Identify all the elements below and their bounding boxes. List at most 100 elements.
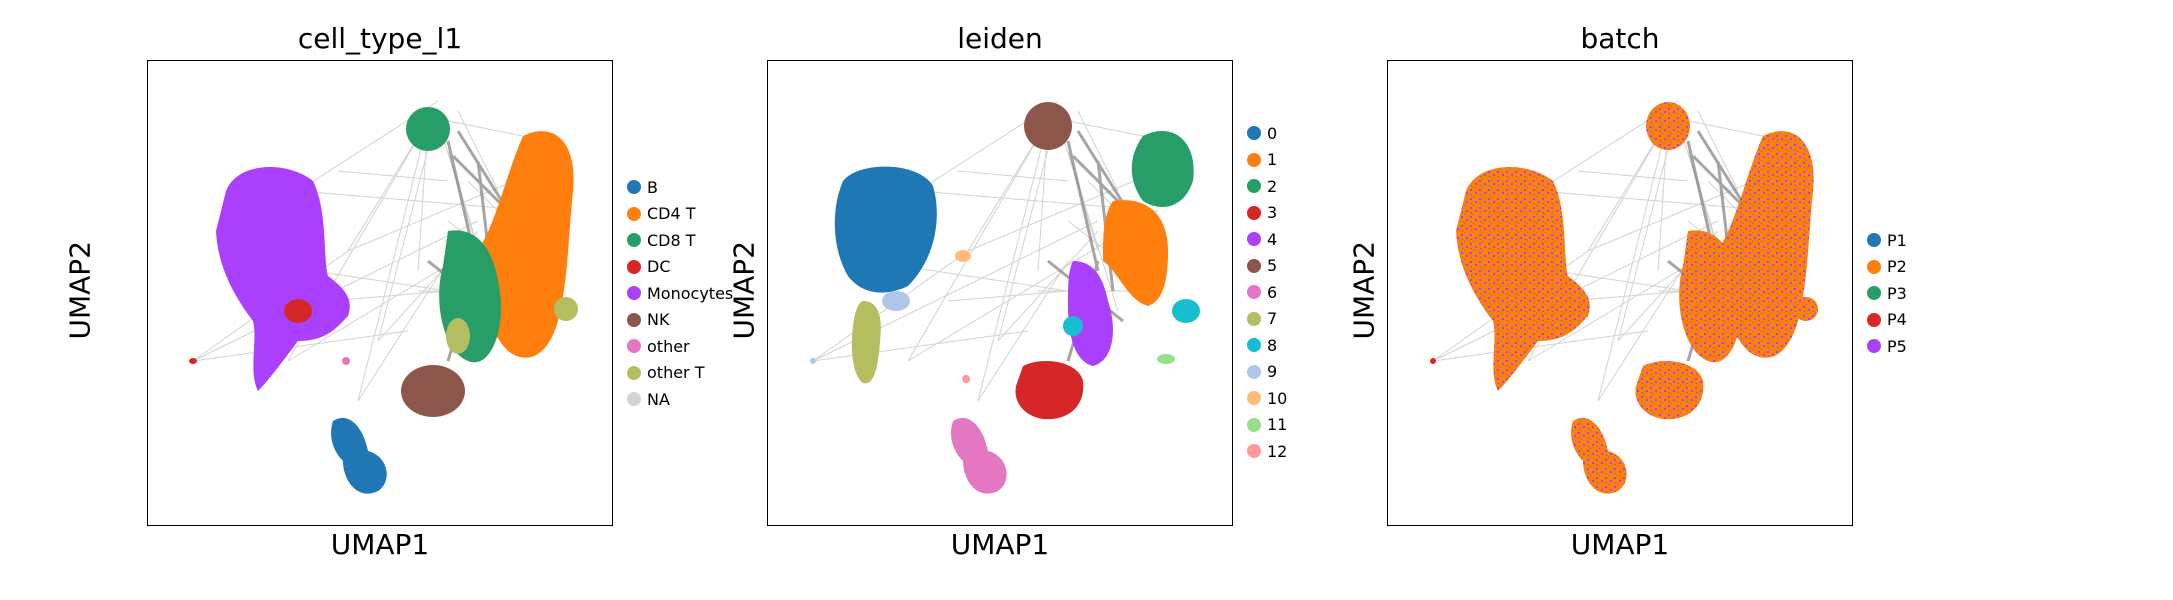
legend-item: CD4 T bbox=[627, 201, 733, 228]
cluster-lower bbox=[1635, 361, 1704, 420]
legend-marker bbox=[1247, 391, 1261, 406]
cluster-dc bbox=[284, 299, 312, 323]
legend-item: P2 bbox=[1867, 254, 1907, 281]
cluster-9 bbox=[882, 291, 910, 311]
legend-label: CD8 T bbox=[647, 230, 696, 250]
legend-marker bbox=[627, 392, 641, 407]
umap-scatter bbox=[189, 100, 578, 494]
legend: B CD4 T CD8 T DC Monocytes NK other othe… bbox=[627, 174, 733, 413]
legend-marker bbox=[1867, 339, 1881, 354]
legend-marker bbox=[1247, 232, 1261, 247]
legend-marker bbox=[1247, 338, 1261, 353]
legend-marker bbox=[627, 339, 641, 354]
legend-marker bbox=[627, 259, 641, 274]
legend-marker bbox=[1867, 259, 1881, 274]
legend-item: 10 bbox=[1247, 385, 1287, 412]
legend-label: P3 bbox=[1887, 283, 1907, 303]
panel-cell-type: cell_type_l1 UMAP1 UMAP2 B CD4 T CD8 T bbox=[0, 0, 734, 600]
cluster-5 bbox=[1024, 102, 1072, 150]
legend-item: CD8 T bbox=[627, 227, 733, 254]
legend-item: 1 bbox=[1247, 147, 1287, 174]
y-axis-label: UMAP2 bbox=[63, 240, 97, 340]
cluster-7 bbox=[851, 301, 881, 384]
chart-title: leiden bbox=[957, 22, 1043, 55]
cluster-tail bbox=[1430, 358, 1436, 364]
legend-label: 7 bbox=[1267, 309, 1278, 329]
cluster-2 bbox=[1131, 131, 1194, 207]
cluster-b bbox=[331, 417, 387, 494]
legend-item: B bbox=[627, 174, 733, 201]
y-axis-label: UMAP2 bbox=[1347, 240, 1381, 340]
legend-marker bbox=[627, 312, 641, 327]
cluster-cd8t-top bbox=[406, 107, 450, 151]
legend-item: other bbox=[627, 333, 733, 360]
legend-label: Monocytes bbox=[647, 283, 734, 303]
legend-marker bbox=[627, 180, 641, 195]
legend-marker bbox=[627, 233, 641, 248]
legend-label: P2 bbox=[1887, 257, 1907, 277]
x-axis-label: UMAP1 bbox=[950, 528, 1050, 561]
legend-label: 10 bbox=[1267, 388, 1288, 408]
legend-label: 12 bbox=[1267, 441, 1288, 461]
cluster-other-t-2 bbox=[446, 318, 470, 354]
cluster-3 bbox=[1015, 361, 1084, 420]
legend-item: 12 bbox=[1247, 438, 1287, 465]
plot-frame bbox=[147, 60, 613, 526]
legend-item: P5 bbox=[1867, 333, 1907, 360]
legend-item: 9 bbox=[1247, 359, 1287, 386]
legend-item: other T bbox=[627, 360, 733, 387]
cluster-nk bbox=[401, 365, 465, 417]
legend-label: P5 bbox=[1887, 336, 1907, 356]
y-axis-label: UMAP2 bbox=[727, 240, 761, 340]
legend-marker bbox=[627, 286, 641, 301]
cluster-bottom bbox=[1571, 417, 1627, 494]
x-axis-label: UMAP1 bbox=[1570, 528, 1670, 561]
legend-marker bbox=[1247, 205, 1261, 220]
legend-marker bbox=[1247, 311, 1261, 326]
legend-item: 2 bbox=[1247, 173, 1287, 200]
cluster-1 bbox=[1103, 200, 1168, 306]
cluster-9-tail bbox=[810, 358, 816, 364]
panel-batch: batch bbox=[1240, 0, 1940, 600]
legend-item: P3 bbox=[1867, 280, 1907, 307]
cluster-small bbox=[1794, 297, 1818, 321]
legend-item: 7 bbox=[1247, 306, 1287, 333]
cluster-8-2 bbox=[1063, 316, 1083, 336]
legend-item: 4 bbox=[1247, 226, 1287, 253]
legend-label: NA bbox=[647, 389, 670, 409]
chart-title: cell_type_l1 bbox=[297, 22, 463, 55]
legend-marker bbox=[1247, 364, 1261, 379]
legend-marker bbox=[1247, 152, 1261, 167]
legend-label: other bbox=[647, 336, 690, 356]
cluster-8 bbox=[1172, 299, 1200, 323]
plot-frame bbox=[767, 60, 1233, 526]
legend-item: 0 bbox=[1247, 120, 1287, 147]
legend-label: B bbox=[647, 177, 658, 197]
legend-marker bbox=[627, 365, 641, 380]
legend-label: 3 bbox=[1267, 203, 1278, 223]
cluster-11 bbox=[1157, 354, 1175, 364]
legend-item: 8 bbox=[1247, 332, 1287, 359]
legend-item: NK bbox=[627, 307, 733, 334]
umap-scatter bbox=[810, 100, 1200, 494]
legend-item: NA bbox=[627, 386, 733, 413]
legend-marker bbox=[1247, 417, 1261, 432]
legend-label: 1 bbox=[1267, 150, 1278, 170]
legend-label: 6 bbox=[1267, 282, 1278, 302]
legend-item: Monocytes bbox=[627, 280, 733, 307]
legend-marker bbox=[1867, 286, 1881, 301]
legend-label: 2 bbox=[1267, 176, 1278, 196]
legend-marker bbox=[1867, 233, 1881, 248]
legend-label: 11 bbox=[1267, 415, 1288, 435]
legend-marker bbox=[1247, 258, 1261, 273]
legend-label: other T bbox=[647, 363, 705, 383]
cluster-top bbox=[1646, 102, 1690, 150]
legend-item: P1 bbox=[1867, 227, 1907, 254]
legend: 0 1 2 3 4 5 6 7 8 9 10 11 12 bbox=[1247, 120, 1287, 465]
legend-label: 0 bbox=[1267, 123, 1278, 143]
legend-marker bbox=[1247, 444, 1261, 459]
plot-frame bbox=[1387, 60, 1853, 526]
legend-label: 4 bbox=[1267, 229, 1278, 249]
legend-label: 5 bbox=[1267, 256, 1278, 276]
legend-item: 6 bbox=[1247, 279, 1287, 306]
